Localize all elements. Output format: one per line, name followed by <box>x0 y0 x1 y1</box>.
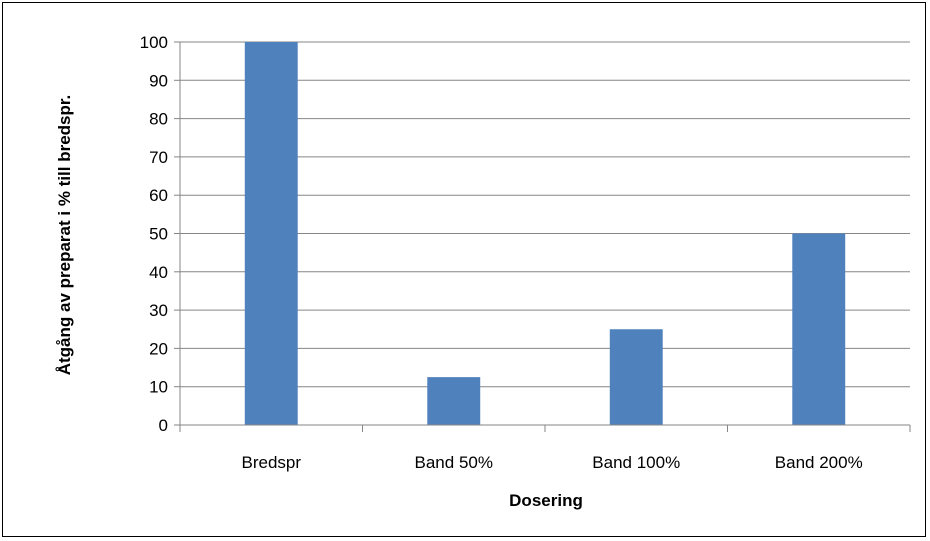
y-tick-label: 20 <box>149 339 168 358</box>
bar <box>609 329 663 425</box>
axes <box>174 41 911 432</box>
y-tick-label: 30 <box>149 301 168 320</box>
x-axis-title: Dosering <box>509 491 583 510</box>
bar <box>427 377 481 425</box>
y-tick-label: 80 <box>149 110 168 129</box>
y-tick-label: 50 <box>149 225 168 244</box>
tick-labels: 0 10 20 30 40 50 60 70 80 90 100 Bredspr Band 50% Ban… <box>140 33 863 472</box>
bar <box>244 42 298 425</box>
x-tick-label: Bredspr <box>241 453 301 472</box>
bar <box>792 233 846 425</box>
y-tick-label: 70 <box>149 148 168 167</box>
y-tick-label: 60 <box>149 186 168 205</box>
bars <box>244 42 846 425</box>
y-axis-title: Åtgång av preparat i % till bredspr. <box>55 95 74 376</box>
y-tick-label: 100 <box>140 33 168 52</box>
y-tick-label: 90 <box>149 71 168 90</box>
y-tick-label: 40 <box>149 263 168 282</box>
y-tick-label: 0 <box>159 416 168 435</box>
x-tick-label: Band 50% <box>415 453 493 472</box>
x-tick-label: Band 100% <box>592 453 680 472</box>
gridlines <box>180 41 910 388</box>
y-tick-label: 10 <box>149 378 168 397</box>
x-tick-label: Band 200% <box>775 453 863 472</box>
